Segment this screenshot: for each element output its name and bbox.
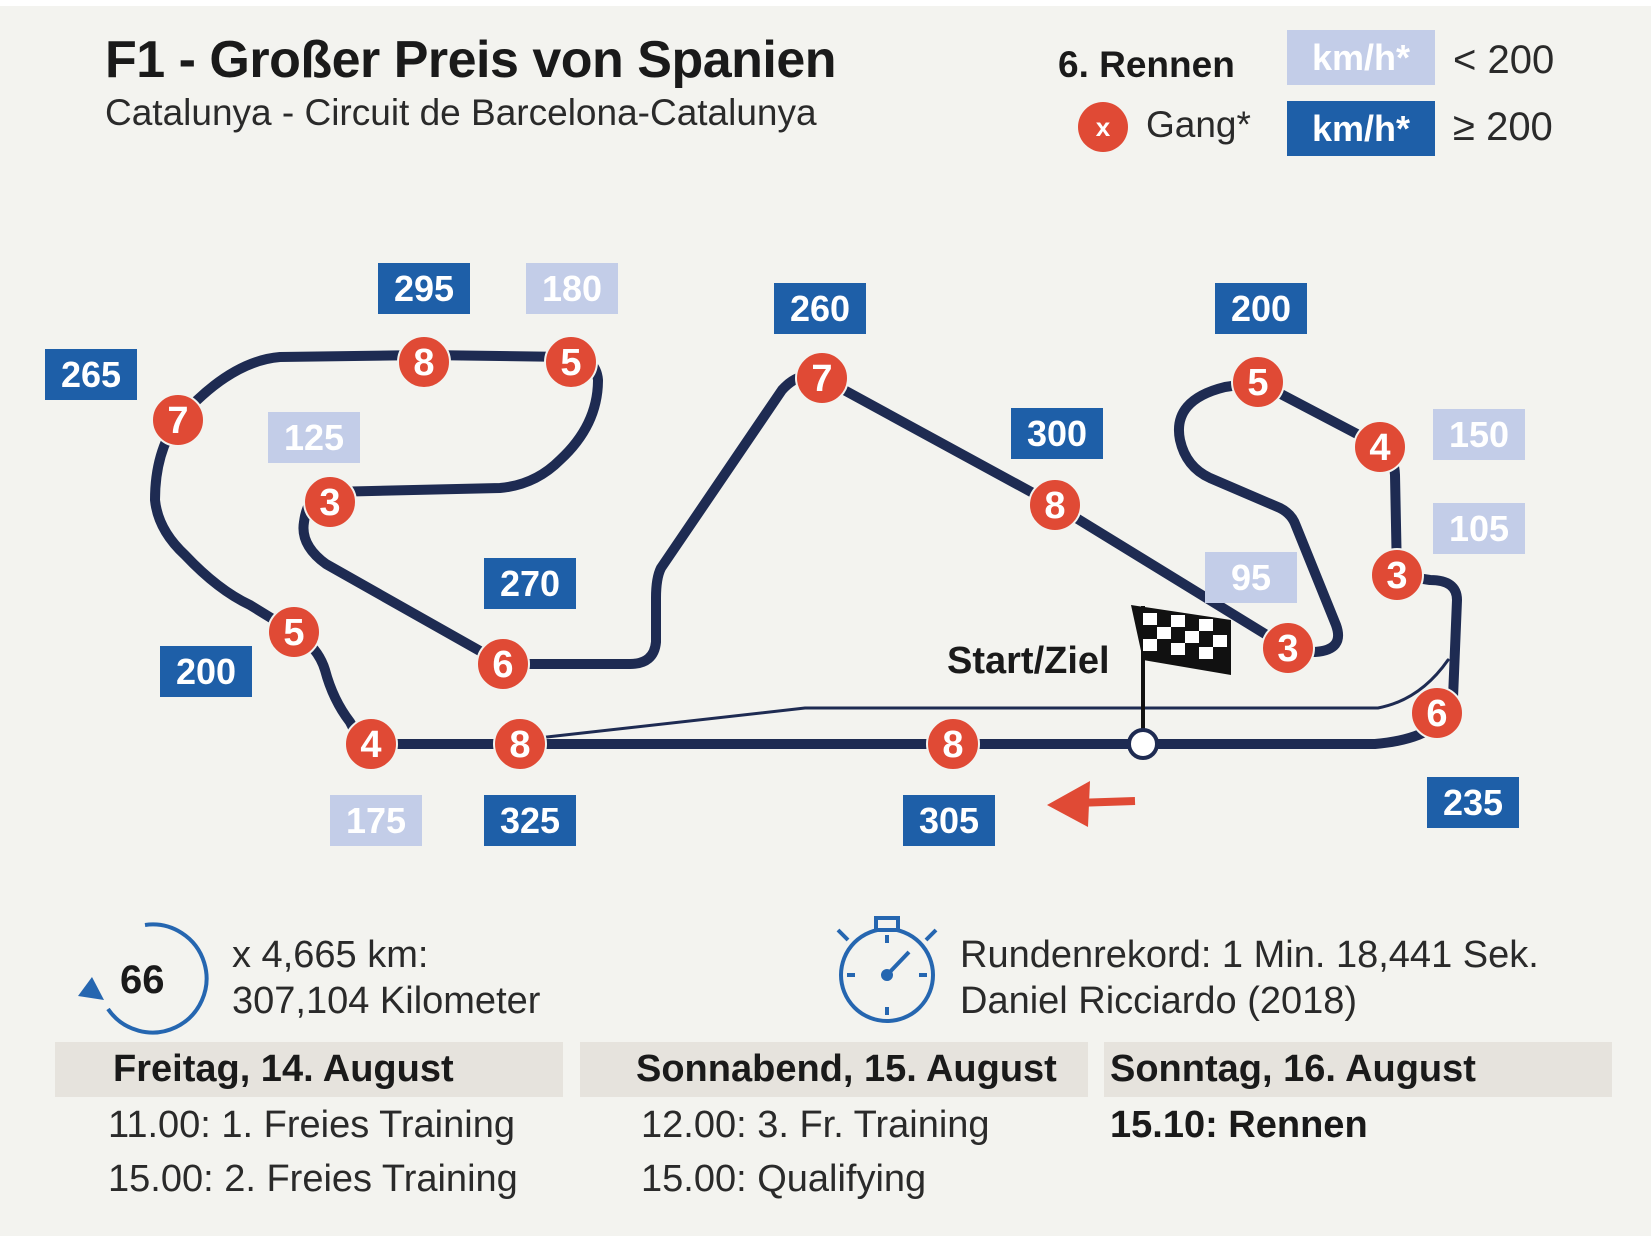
speed-box-300: 300: [1011, 408, 1103, 459]
speed-box-260: 260: [774, 283, 866, 334]
legend-low-speed-box: km/h*: [1287, 30, 1435, 85]
total-distance: 307,104 Kilometer: [232, 980, 541, 1022]
schedule-event-race: 15.10: Rennen: [1110, 1104, 1368, 1146]
lap-count: 66: [120, 958, 165, 1002]
speed-box-180: 180: [526, 263, 618, 314]
gear-marker-7: 7: [795, 351, 849, 405]
lap-length: x 4,665 km:: [232, 934, 429, 976]
speed-box-105: 105: [1433, 503, 1525, 554]
gear-number: 5: [560, 342, 581, 384]
gear-legend-symbol: x: [1078, 102, 1128, 152]
schedule-event: 15.00: 2. Freies Training: [108, 1158, 518, 1200]
gear-marker-6: 6: [1410, 686, 1464, 740]
gear-marker-8: 8: [926, 717, 980, 771]
gear-number: 6: [492, 644, 513, 686]
legend-high-speed-label: ≥ 200: [1453, 105, 1553, 149]
schedule-day-friday: Freitag, 14. August: [55, 1042, 563, 1097]
gear-marker-5: 5: [267, 605, 321, 659]
start-finish-label: Start/Ziel: [947, 640, 1110, 682]
lap-record-holder: Daniel Ricciardo (2018): [960, 980, 1358, 1022]
schedule-day-saturday: Sonnabend, 15. August: [580, 1042, 1088, 1097]
speed-box-265: 265: [45, 349, 137, 400]
speed-box-270: 270: [484, 558, 576, 609]
speed-box-200: 200: [160, 646, 252, 697]
gear-number: 7: [811, 358, 832, 400]
schedule-event: 11.00: 1. Freies Training: [108, 1104, 515, 1146]
speed-box-235: 235: [1427, 777, 1519, 828]
page-subtitle: Catalunya - Circuit de Barcelona-Catalun…: [105, 92, 817, 133]
schedule-event: 15.00: Qualifying: [641, 1158, 927, 1200]
gear-number: 4: [1369, 427, 1390, 469]
lap-circle-icon: [78, 922, 209, 1035]
gear-number: 8: [509, 724, 530, 766]
legend-high-speed-box: km/h*: [1287, 101, 1435, 156]
gear-number: 4: [360, 724, 381, 766]
start-finish-marker: [1127, 728, 1159, 760]
gear-marker-8: 8: [1028, 478, 1082, 532]
speed-box-95: 95: [1205, 552, 1297, 603]
speed-box-295: 295: [378, 263, 470, 314]
speed-box-175: 175: [330, 795, 422, 846]
gear-marker-7: 7: [151, 393, 205, 447]
gear-number: 8: [413, 342, 434, 384]
direction-arrow-icon: [1047, 781, 1136, 827]
page-title: F1 - Großer Preis von Spanien: [105, 31, 837, 89]
gear-number: 5: [283, 612, 304, 654]
gear-number: 3: [319, 482, 340, 524]
gear-legend-label: Gang*: [1146, 104, 1251, 145]
gear-number: 8: [1044, 485, 1065, 527]
speed-box-125: 125: [268, 412, 360, 463]
schedule-event: 12.00: 3. Fr. Training: [641, 1104, 990, 1146]
gear-marker-3: 3: [303, 475, 357, 529]
gear-number: 5: [1247, 362, 1268, 404]
gear-marker-3: 3: [1370, 548, 1424, 602]
speed-box-200: 200: [1215, 283, 1307, 334]
checkered-flag-icon: [1131, 605, 1231, 675]
gear-number: 8: [942, 724, 963, 766]
pit-lane: [518, 658, 1450, 742]
schedule-day-sunday: Sonntag, 16. August: [1104, 1042, 1612, 1097]
legend-low-speed-label: < 200: [1453, 38, 1555, 82]
gear-marker-5: 5: [1231, 355, 1285, 409]
lap-record: Rundenrekord: 1 Min. 18,441 Sek.: [960, 934, 1539, 976]
gear-marker-6: 6: [476, 637, 530, 691]
gear-marker-4: 4: [1353, 420, 1407, 474]
speed-box-150: 150: [1433, 409, 1525, 460]
gear-marker-8: 8: [493, 717, 547, 771]
speed-box-305: 305: [903, 795, 995, 846]
stopwatch-icon: [836, 916, 938, 1023]
gear-number: 7: [167, 400, 188, 442]
gear-number: 3: [1277, 628, 1298, 670]
gear-marker-5: 5: [544, 335, 598, 389]
gear-marker-4: 4: [344, 717, 398, 771]
gear-marker-3: 3: [1261, 621, 1315, 675]
race-number: 6. Rennen: [1058, 44, 1235, 85]
speed-box-325: 325: [484, 795, 576, 846]
gear-marker-8: 8: [397, 335, 451, 389]
gear-number: 6: [1426, 693, 1447, 735]
gear-number: 3: [1386, 555, 1407, 597]
